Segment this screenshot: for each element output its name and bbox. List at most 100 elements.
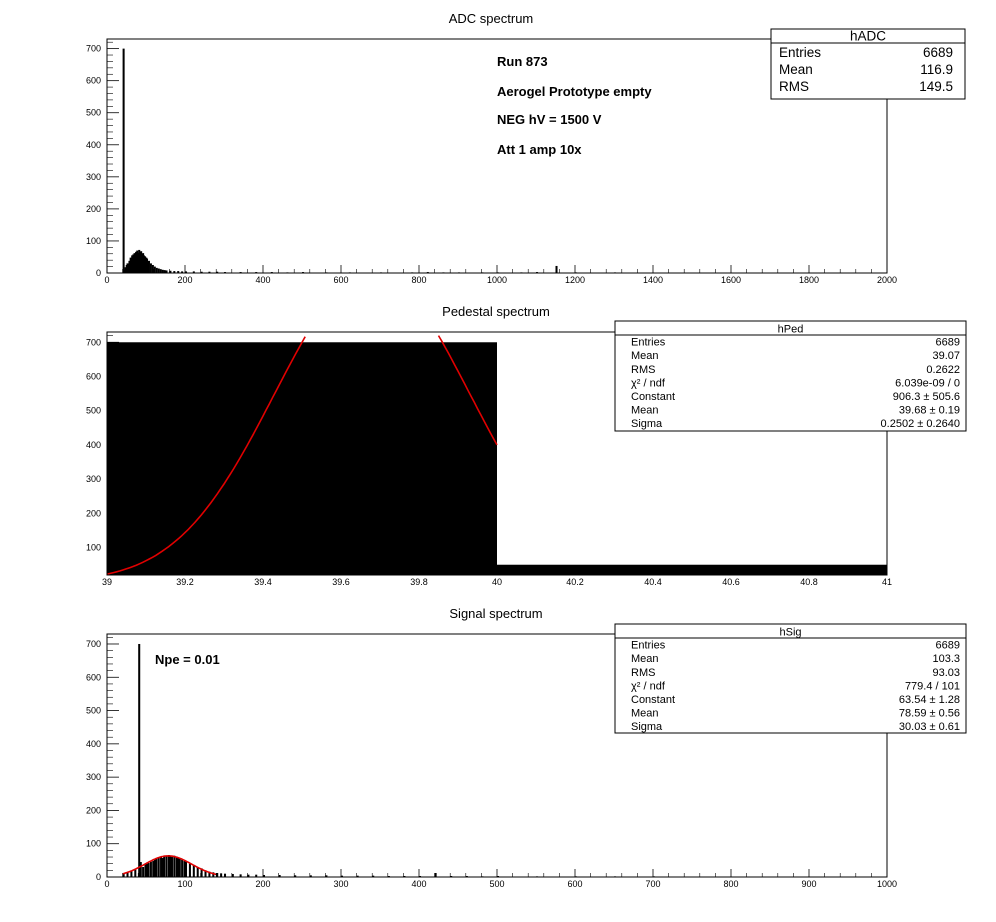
stats-row-label: Entries bbox=[631, 640, 666, 652]
y-tick-label: 300 bbox=[86, 172, 101, 182]
histogram-bin bbox=[155, 859, 158, 877]
histogram-bars bbox=[122, 643, 851, 878]
stats-row-value: 906.3 ± 505.6 bbox=[893, 391, 960, 403]
x-tick-label: 500 bbox=[489, 879, 504, 889]
pad-title: Signal spectrum bbox=[449, 606, 542, 621]
x-tick-label: 2000 bbox=[877, 275, 897, 285]
stats-row-value: 103.3 bbox=[932, 653, 960, 665]
histogram-bin bbox=[185, 271, 188, 273]
histogram-bin bbox=[124, 267, 127, 273]
stats-row-value: 149.5 bbox=[919, 79, 953, 94]
stats-row-label: RMS bbox=[631, 364, 655, 376]
histogram-bin bbox=[146, 863, 149, 877]
y-tick-label: 600 bbox=[86, 672, 101, 682]
histogram-bin bbox=[170, 857, 173, 877]
histogram-bin bbox=[434, 873, 437, 877]
stats-row-label: RMS bbox=[779, 79, 809, 94]
stats-row-value: 78.59 ± 0.56 bbox=[899, 708, 960, 720]
y-tick-label: 0 bbox=[96, 872, 101, 882]
stats-row-value: 6.039e-09 / 0 bbox=[895, 377, 960, 389]
histogram-bin bbox=[169, 270, 172, 273]
y-axis: 100 200 300 400 500 600 700 bbox=[86, 335, 119, 576]
histogram-bin bbox=[122, 873, 125, 877]
fit-curve bbox=[106, 336, 306, 575]
y-tick-label: 700 bbox=[86, 44, 101, 54]
histogram-bin bbox=[356, 875, 359, 877]
stats-row-label: Mean bbox=[631, 653, 659, 665]
fit-curve bbox=[122, 855, 217, 876]
histogram-bin bbox=[178, 858, 181, 877]
x-tick-label: 40.6 bbox=[722, 577, 740, 587]
fit-curve bbox=[437, 335, 498, 446]
histogram-bin bbox=[175, 857, 178, 877]
histogram-bin bbox=[278, 875, 281, 877]
stats-row-label: Mean bbox=[779, 62, 813, 77]
annotation-text: Att 1 amp 10x bbox=[497, 142, 582, 157]
annotation-text: Run 873 bbox=[497, 54, 548, 69]
stats-row-value: 779.4 / 101 bbox=[905, 680, 960, 692]
y-tick-label: 0 bbox=[96, 268, 101, 278]
histogram-bin bbox=[255, 874, 258, 877]
x-tick-label: 700 bbox=[645, 879, 660, 889]
x-axis: 0 200 400 600 800 1000 1200 1400 1600 1800 2000 bbox=[104, 265, 897, 285]
y-tick-label: 200 bbox=[86, 508, 101, 518]
y-tick-label: 600 bbox=[86, 76, 101, 86]
x-tick-label: 1400 bbox=[643, 275, 663, 285]
histogram-bin bbox=[157, 857, 160, 877]
x-tick-label: 100 bbox=[177, 879, 192, 889]
x-tick-label: 40.4 bbox=[644, 577, 662, 587]
stats-row-label: χ² / ndf bbox=[631, 680, 666, 692]
x-tick-label: 39.8 bbox=[410, 577, 428, 587]
x-tick-label: 39.6 bbox=[332, 577, 350, 587]
histogram-bin bbox=[177, 857, 180, 877]
histogram-bin bbox=[196, 867, 199, 877]
x-tick-label: 0 bbox=[104, 275, 109, 285]
stats-box-hADC: hADC Entries 6689 Mean 116.9 RMS 149.5 bbox=[770, 28, 966, 100]
stats-row-value: 39.68 ± 0.19 bbox=[899, 405, 960, 417]
histogram-bin bbox=[173, 855, 176, 877]
histogram-bin bbox=[325, 875, 328, 877]
stats-box-frame bbox=[614, 320, 967, 432]
histogram-bin bbox=[138, 251, 142, 273]
x-tick-label: 800 bbox=[411, 275, 426, 285]
y-tick-label: 400 bbox=[86, 739, 101, 749]
histogram-bin bbox=[131, 255, 134, 273]
x-tick-label: 1600 bbox=[721, 275, 741, 285]
histogram-bin bbox=[200, 868, 203, 877]
histogram-bin bbox=[555, 265, 558, 273]
stats-row-label: Constant bbox=[631, 694, 675, 706]
histogram-bin bbox=[247, 874, 250, 877]
x-tick-label: 400 bbox=[255, 275, 270, 285]
x-tick-label: 200 bbox=[255, 879, 270, 889]
stats-row-label: RMS bbox=[631, 667, 655, 679]
histogram-bin bbox=[169, 856, 172, 877]
histogram-bin bbox=[497, 564, 887, 575]
x-tick-label: 600 bbox=[333, 275, 348, 285]
histogram-bars bbox=[122, 48, 812, 274]
histogram-bin bbox=[142, 867, 145, 877]
x-tick-label: 1200 bbox=[565, 275, 585, 285]
histogram-bin bbox=[144, 256, 147, 273]
y-axis: 0 100 200 300 400 500 600 700 bbox=[86, 637, 119, 882]
histogram-bin bbox=[152, 861, 155, 877]
x-tick-label: 1800 bbox=[799, 275, 819, 285]
histogram-bin bbox=[123, 269, 126, 273]
pad-title: Pedestal spectrum bbox=[442, 304, 550, 319]
histogram-bin bbox=[294, 875, 297, 877]
histogram-bin bbox=[167, 855, 170, 877]
histogram-bin bbox=[188, 863, 191, 877]
stats-row-value: 0.2622 bbox=[926, 364, 960, 376]
pad-2: Pedestal spectrum 39 39.2 39.4 39.6 39.8 40 40.… bbox=[86, 304, 967, 587]
histogram-bin bbox=[130, 871, 133, 877]
stats-row-label: Entries bbox=[631, 337, 666, 349]
pad-title: ADC spectrum bbox=[449, 11, 534, 26]
histogram-bin bbox=[163, 856, 166, 877]
y-tick-label: 200 bbox=[86, 805, 101, 815]
y-tick-label: 600 bbox=[86, 371, 101, 381]
histogram-bin bbox=[173, 271, 176, 273]
y-tick-label: 100 bbox=[86, 543, 101, 553]
histogram-bin bbox=[165, 855, 168, 877]
x-tick-label: 40 bbox=[492, 577, 502, 587]
